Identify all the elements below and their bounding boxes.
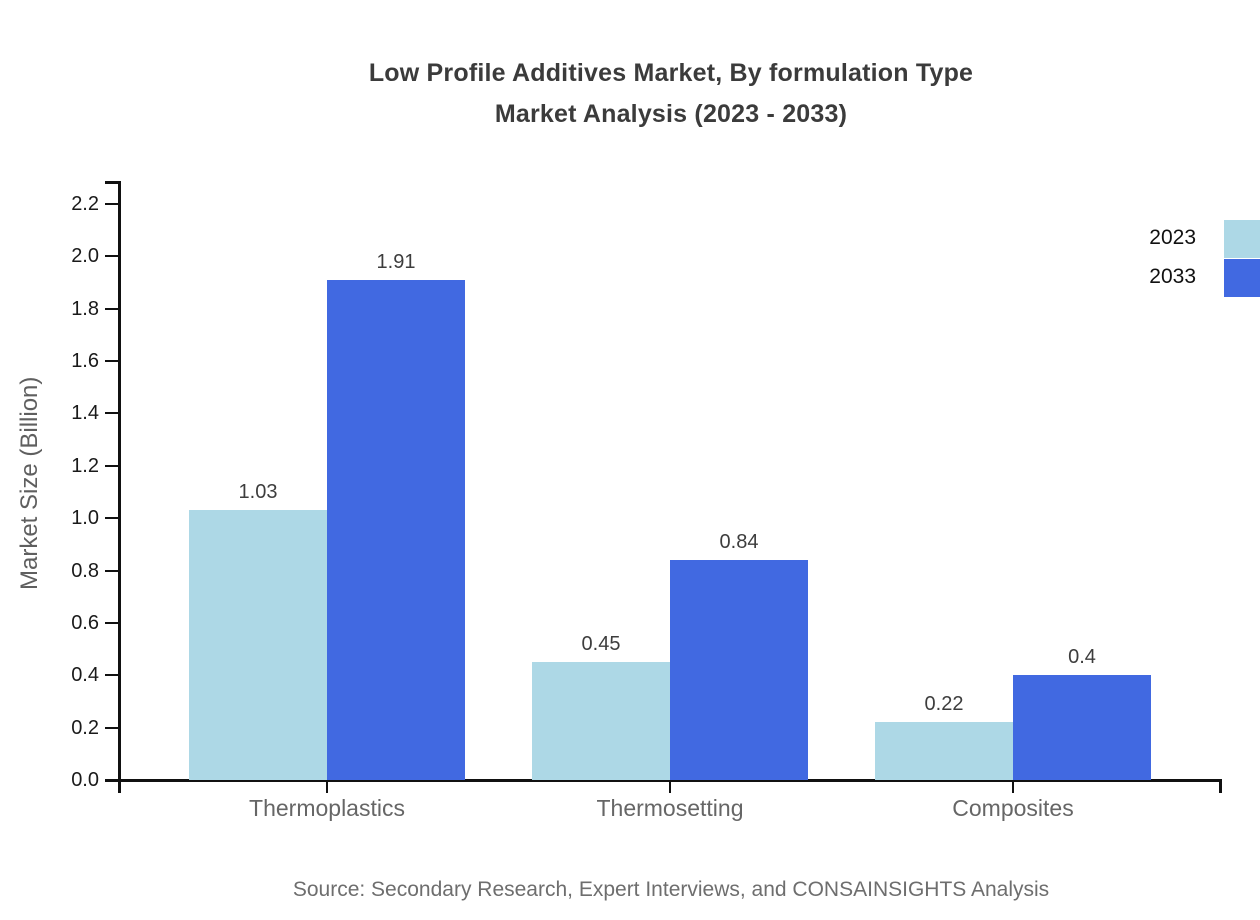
y-axis-tick-label: 0.8 — [71, 559, 99, 582]
y-axis-tick — [105, 726, 118, 729]
y-axis-tick — [105, 307, 118, 310]
y-axis-tick-label: 0.4 — [71, 664, 99, 687]
y-axis-tick — [105, 621, 118, 624]
y-axis-tick — [105, 569, 118, 572]
bar-2033-composites — [1013, 675, 1151, 780]
y-axis-tick — [105, 517, 118, 520]
y-axis-tick-label: 1.2 — [71, 454, 99, 477]
y-axis-tick-label: 1.4 — [71, 402, 99, 425]
bar-value-label-2033-composites: 0.4 — [1068, 646, 1096, 668]
x-axis-end-cap — [1219, 780, 1222, 793]
source-text: Source: Secondary Research, Expert Inter… — [292, 878, 1050, 901]
chart-title-line1: Low Profile Additives Market, By formula… — [368, 59, 974, 87]
y-axis-tick-label: 1.0 — [71, 507, 99, 530]
y-axis-tick-label: 0.0 — [71, 769, 99, 791]
legend-swatch-2023 — [1224, 220, 1260, 258]
bar-value-label-2023-composites: 0.22 — [924, 693, 964, 715]
bar-2023-composites — [875, 722, 1013, 780]
chart-title: Low Profile Additives Market, By formula… — [120, 53, 1222, 135]
x-category-label-thermosetting: Thermosetting — [596, 795, 744, 821]
y-axis-tick-label: 1.8 — [71, 297, 99, 320]
bar-2033-thermosetting — [670, 560, 808, 780]
bar-2023-thermosetting — [532, 662, 670, 780]
y-axis-tick — [105, 360, 118, 363]
y-axis-tick — [105, 674, 118, 677]
legend-swatch-2033 — [1224, 259, 1260, 297]
y-axis-tick — [105, 203, 118, 205]
x-axis-tick — [326, 780, 328, 793]
y-axis-tick-label: 1.6 — [71, 350, 99, 373]
bar-value-label-2033-thermoplastics: 1.91 — [376, 251, 416, 273]
y-axis-tick-label: 0.6 — [71, 611, 99, 634]
legend-label-2023: 2023 — [1149, 226, 1196, 249]
y-axis-tick-label: 2.2 — [71, 193, 99, 215]
y-axis-tick — [105, 255, 118, 258]
x-axis-line — [105, 779, 1222, 782]
x-axis-tick — [1012, 780, 1014, 793]
x-category-label-composites: Composites — [952, 795, 1074, 821]
y-axis-tick — [105, 464, 118, 467]
y-axis-tick-label: 0.2 — [71, 716, 99, 739]
bar-value-label-2033-thermosetting: 0.84 — [719, 531, 759, 553]
y-axis-spine — [118, 181, 121, 793]
y-axis-tick-label: 2.0 — [71, 245, 99, 268]
y-axis-tick — [105, 412, 118, 415]
bar-2033-thermoplastics — [327, 280, 465, 780]
bar-value-label-2023-thermosetting: 0.45 — [581, 633, 621, 655]
bar-2023-thermoplastics — [189, 510, 327, 780]
y-axis-top-cap — [105, 181, 118, 184]
x-category-label-thermoplastics: Thermoplastics — [249, 795, 405, 821]
x-axis-tick — [669, 780, 671, 793]
bar-value-label-2023-thermoplastics: 1.03 — [238, 481, 278, 503]
legend-label-2033: 2033 — [1149, 265, 1196, 288]
chart-title-line2: Market Analysis (2023 - 2033) — [494, 100, 848, 128]
